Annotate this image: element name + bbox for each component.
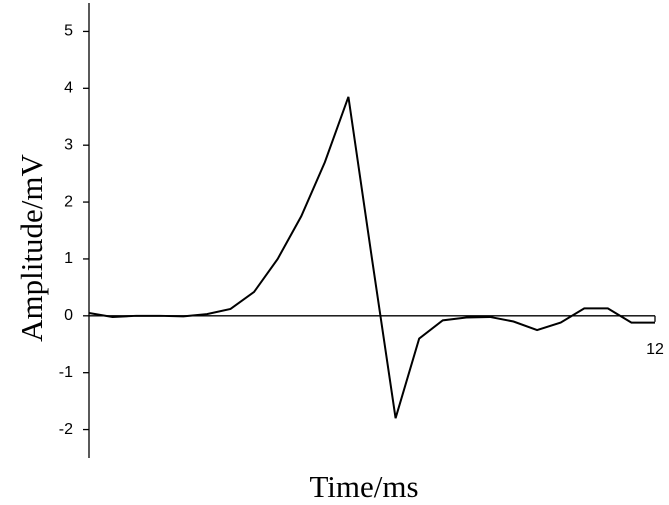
y-tick-label: 0 [64,307,73,324]
data-line [88,96,655,419]
y-tick-label: -1 [59,364,73,381]
x-tick-label: 12 [646,341,664,358]
y-tick-label: 2 [64,193,73,210]
y-tick-label: 1 [64,250,73,267]
y-tick-label: 4 [64,80,73,97]
x-axis-label: Time/ms [309,469,418,504]
y-tick-label: 3 [64,136,73,153]
y-tick-label: 5 [64,23,73,40]
y-tick-label: -2 [59,421,73,438]
y-axis-label: Amplitude/mV [14,154,49,342]
